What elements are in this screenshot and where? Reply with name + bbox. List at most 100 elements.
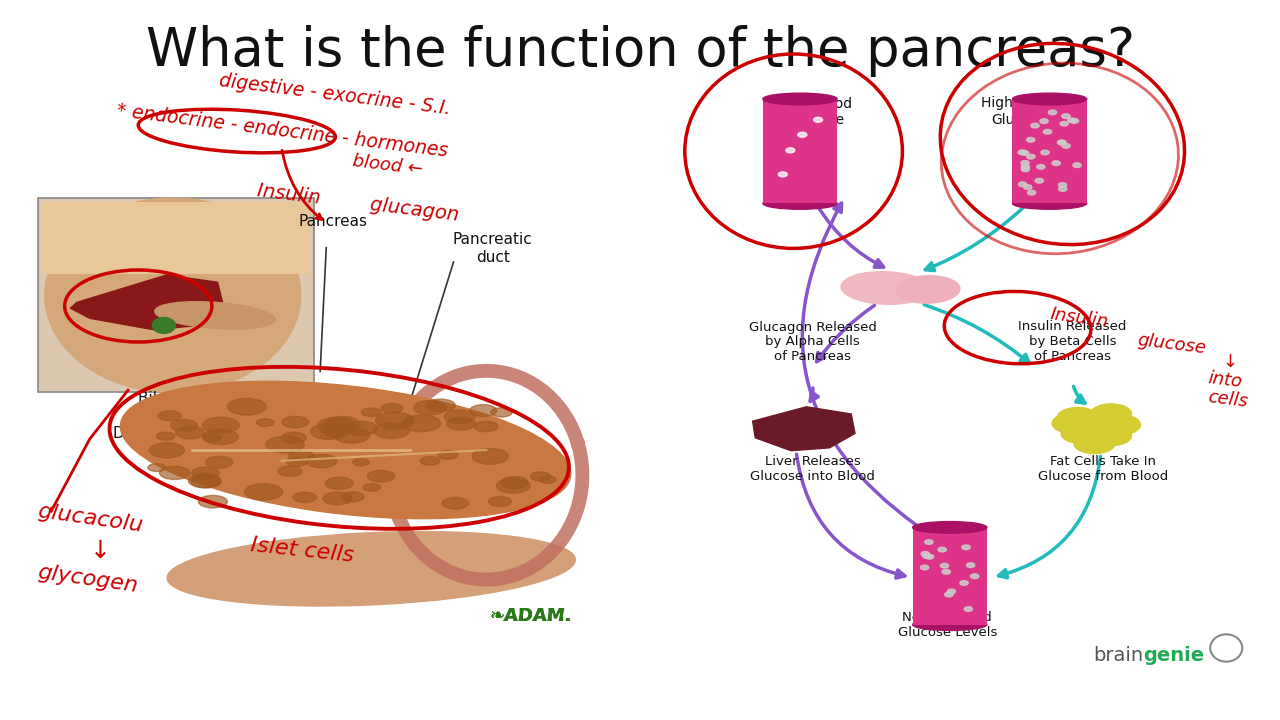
Text: brain: brain xyxy=(1093,646,1143,665)
Ellipse shape xyxy=(266,436,305,453)
Ellipse shape xyxy=(1012,93,1087,105)
Ellipse shape xyxy=(1074,433,1115,454)
Text: blood ←: blood ← xyxy=(352,153,424,179)
Text: What is the function of the pancreas?: What is the function of the pancreas? xyxy=(146,25,1134,77)
Ellipse shape xyxy=(340,492,364,502)
Ellipse shape xyxy=(500,477,529,488)
Text: into: into xyxy=(1207,369,1243,391)
Ellipse shape xyxy=(1012,197,1087,210)
Ellipse shape xyxy=(244,484,283,500)
Ellipse shape xyxy=(447,418,475,430)
Text: Fat Cells Take In
Glucose from Blood: Fat Cells Take In Glucose from Blood xyxy=(1038,456,1169,483)
Text: Liver Releases
Glucose into Blood: Liver Releases Glucose into Blood xyxy=(750,456,876,483)
Ellipse shape xyxy=(1021,164,1029,169)
Ellipse shape xyxy=(778,172,787,177)
Text: Bile duct: Bile duct xyxy=(138,391,206,405)
Text: Glucagon Released
by Alpha Cells
of Pancreas: Glucagon Released by Alpha Cells of Panc… xyxy=(749,320,877,364)
Ellipse shape xyxy=(814,117,823,122)
Ellipse shape xyxy=(334,428,370,444)
Ellipse shape xyxy=(278,466,302,477)
Ellipse shape xyxy=(539,476,556,483)
Ellipse shape xyxy=(323,492,352,505)
Ellipse shape xyxy=(198,495,228,508)
Ellipse shape xyxy=(947,589,955,594)
Ellipse shape xyxy=(367,470,394,482)
FancyBboxPatch shape xyxy=(913,527,987,624)
Ellipse shape xyxy=(323,426,349,437)
Text: Insulin        glucagon: Insulin glucagon xyxy=(256,181,460,225)
Ellipse shape xyxy=(438,451,458,459)
Ellipse shape xyxy=(306,454,337,468)
Text: glucose: glucose xyxy=(1137,331,1207,357)
Ellipse shape xyxy=(325,477,353,490)
Ellipse shape xyxy=(896,276,960,303)
Ellipse shape xyxy=(1060,122,1069,126)
Ellipse shape xyxy=(1073,163,1082,168)
Ellipse shape xyxy=(426,399,456,412)
Text: glycogen: glycogen xyxy=(36,562,140,597)
Ellipse shape xyxy=(317,418,355,433)
Ellipse shape xyxy=(1091,404,1132,424)
Text: ↓: ↓ xyxy=(90,539,110,563)
Ellipse shape xyxy=(170,420,197,431)
Ellipse shape xyxy=(966,563,975,567)
Ellipse shape xyxy=(938,547,946,552)
Ellipse shape xyxy=(925,554,934,559)
Ellipse shape xyxy=(474,421,498,432)
Text: * endocrine - endocrine - hormones: * endocrine - endocrine - hormones xyxy=(115,102,449,161)
Ellipse shape xyxy=(228,398,266,415)
Ellipse shape xyxy=(1036,179,1043,183)
Polygon shape xyxy=(753,407,855,451)
FancyBboxPatch shape xyxy=(763,99,837,203)
Ellipse shape xyxy=(289,451,314,462)
Ellipse shape xyxy=(325,416,360,431)
Ellipse shape xyxy=(1091,426,1132,446)
Ellipse shape xyxy=(1030,123,1039,128)
Ellipse shape xyxy=(1052,161,1060,166)
Ellipse shape xyxy=(1070,119,1079,123)
Ellipse shape xyxy=(374,423,410,438)
Ellipse shape xyxy=(941,563,948,568)
Ellipse shape xyxy=(364,484,380,491)
Ellipse shape xyxy=(490,408,512,417)
Ellipse shape xyxy=(1074,416,1115,436)
Ellipse shape xyxy=(1059,186,1066,192)
Ellipse shape xyxy=(282,416,308,428)
Ellipse shape xyxy=(924,540,933,544)
Ellipse shape xyxy=(797,132,806,138)
Ellipse shape xyxy=(1061,423,1102,444)
Ellipse shape xyxy=(156,432,175,440)
Text: Pancreas: Pancreas xyxy=(868,285,929,300)
Ellipse shape xyxy=(1041,150,1050,155)
Ellipse shape xyxy=(923,554,931,559)
Ellipse shape xyxy=(489,497,511,507)
Ellipse shape xyxy=(849,273,887,291)
Text: Islet cells: Islet cells xyxy=(250,536,355,566)
Ellipse shape xyxy=(175,426,205,438)
Ellipse shape xyxy=(442,498,468,509)
Ellipse shape xyxy=(920,565,929,570)
Ellipse shape xyxy=(147,464,166,472)
Ellipse shape xyxy=(497,479,530,493)
Ellipse shape xyxy=(1068,118,1076,122)
Ellipse shape xyxy=(1048,110,1057,114)
Ellipse shape xyxy=(961,545,970,549)
Ellipse shape xyxy=(1024,185,1032,189)
Ellipse shape xyxy=(942,570,950,574)
Ellipse shape xyxy=(1027,138,1036,142)
Ellipse shape xyxy=(155,302,275,329)
Ellipse shape xyxy=(353,459,370,466)
Ellipse shape xyxy=(960,580,968,585)
Text: Low Blood
Glucose: Low Blood Glucose xyxy=(781,96,852,127)
Ellipse shape xyxy=(1059,183,1066,187)
Ellipse shape xyxy=(202,429,238,445)
Ellipse shape xyxy=(763,197,837,210)
Ellipse shape xyxy=(120,382,571,518)
Text: Achieve
Normal Blood
Glucose Levels: Achieve Normal Blood Glucose Levels xyxy=(897,595,997,639)
Ellipse shape xyxy=(1021,167,1029,171)
Ellipse shape xyxy=(402,415,440,432)
Ellipse shape xyxy=(1057,408,1098,428)
FancyBboxPatch shape xyxy=(1012,99,1087,203)
Ellipse shape xyxy=(1043,130,1052,134)
Text: genie: genie xyxy=(1143,646,1204,665)
